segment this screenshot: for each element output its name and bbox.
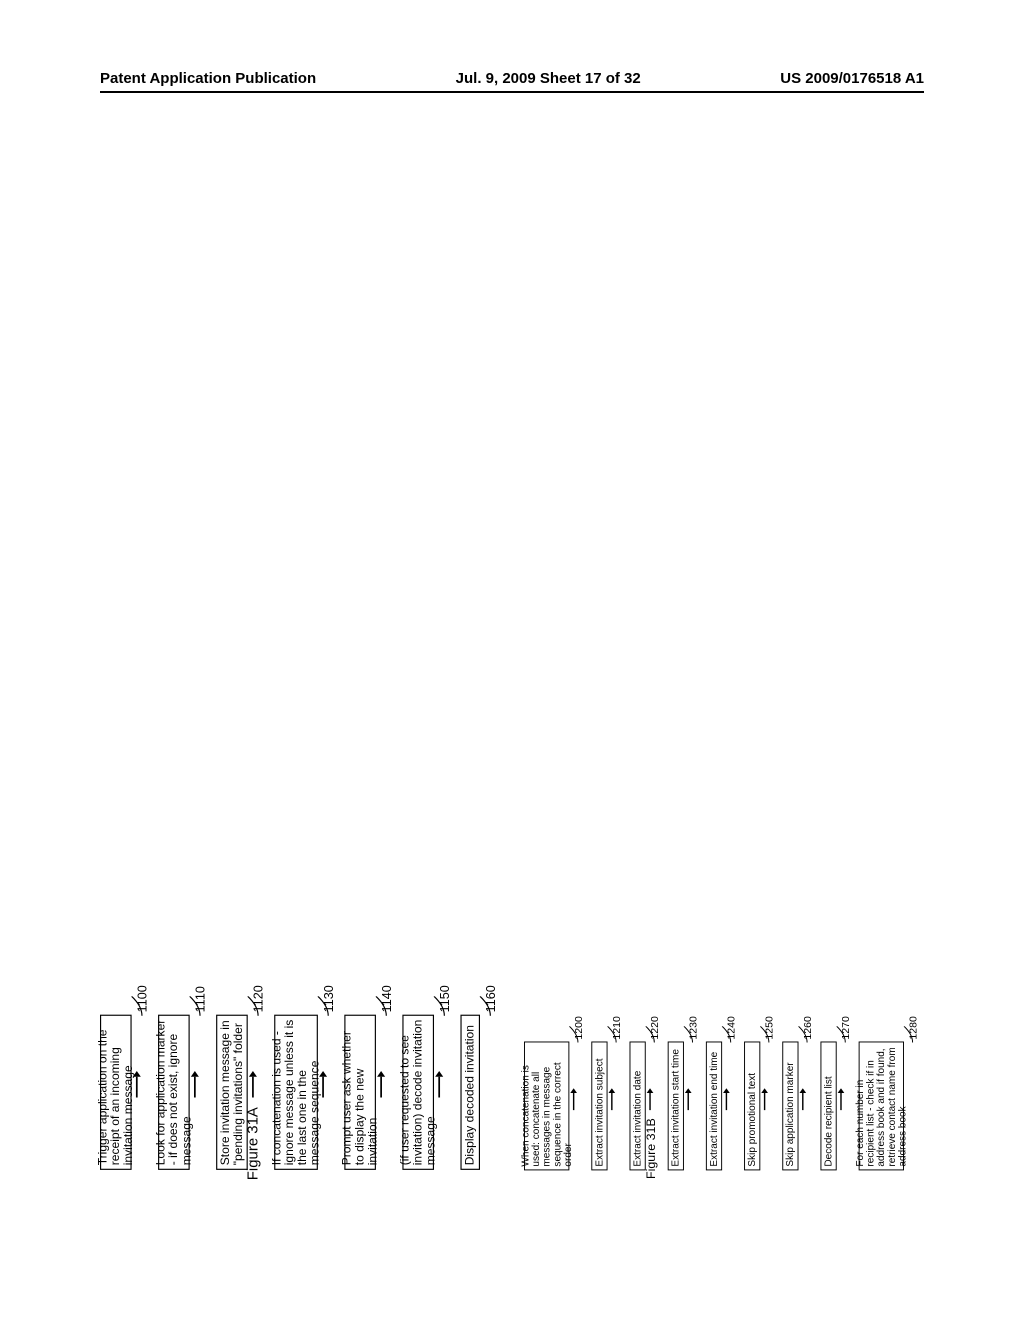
flow-arrow <box>569 1088 578 1110</box>
ref-number: 1270 <box>840 1016 852 1039</box>
flow-arrow <box>646 1088 655 1110</box>
flow-step: Trigger application on the receipt of an… <box>100 1015 132 1170</box>
flow-arrow <box>837 1088 846 1110</box>
flowchart-31b: When concatenation is used: concatenate … <box>524 693 715 1180</box>
flow-arrow <box>132 1071 142 1097</box>
ref-number: 1220 <box>649 1016 661 1039</box>
ref-number: 1150 <box>437 985 452 1012</box>
flow-step: Skip promotional text <box>744 1041 760 1170</box>
ref-number: 1100 <box>135 985 150 1012</box>
ref-number: 1200 <box>572 1016 584 1039</box>
flow-arrow <box>248 1071 258 1097</box>
flowchart-31a: Trigger application on the receipt of an… <box>100 595 330 1181</box>
flow-step: When concatenation is used: concatenate … <box>524 1041 569 1170</box>
ref-number: 1230 <box>687 1016 699 1039</box>
flow-arrow <box>434 1071 444 1097</box>
flow-step: (if user requested to see invitation) de… <box>402 1015 434 1170</box>
flow-step: Prompt user ask whether to display the n… <box>344 1015 376 1170</box>
ref-number: 1120 <box>251 985 266 1012</box>
flow-step: For each number in recipient list - chec… <box>859 1041 904 1170</box>
flow-arrow <box>722 1088 731 1110</box>
ref-number: 1250 <box>763 1016 775 1039</box>
ref-number: 1110 <box>193 986 208 1012</box>
ref-number: 1140 <box>379 985 394 1012</box>
flow-step: Skip application marker <box>782 1041 798 1170</box>
flow-step: Decode recipient list <box>820 1041 836 1170</box>
flow-arrow <box>190 1071 200 1097</box>
ref-number: 1160 <box>483 985 498 1012</box>
ref-number: 1260 <box>801 1016 813 1039</box>
flow-arrow <box>318 1071 328 1097</box>
diagram-canvas: Trigger application on the receipt of an… <box>100 170 924 1190</box>
flow-step: Look for application marker - if does no… <box>158 1015 190 1170</box>
flow-arrow <box>798 1088 807 1110</box>
ref-number: 1130 <box>321 985 336 1012</box>
flow-step: Display decoded invitation <box>460 1015 480 1170</box>
flow-step: Extract invitation subject <box>591 1041 607 1170</box>
header-center: Jul. 9, 2009 Sheet 17 of 32 <box>456 70 641 87</box>
page-header: Patent Application Publication Jul. 9, 2… <box>100 70 924 93</box>
header-right: US 2009/0176518 A1 <box>780 70 924 87</box>
flow-step: Extract invitation end time <box>706 1041 722 1170</box>
header-left: Patent Application Publication <box>100 70 316 87</box>
figure-label: Figure 31A <box>244 1107 262 1180</box>
figure-label: Figure 31B <box>643 1118 658 1179</box>
ref-number: 1240 <box>725 1016 737 1039</box>
ref-number: 1280 <box>907 1016 919 1039</box>
flow-arrow <box>376 1071 386 1097</box>
flow-arrow <box>760 1088 769 1110</box>
flow-arrow <box>608 1088 617 1110</box>
flow-step: Extract invitation start time <box>668 1041 684 1170</box>
flow-step: If concatenation is used - ignore messag… <box>274 1015 318 1170</box>
ref-number: 1210 <box>610 1016 622 1039</box>
flow-arrow <box>684 1088 693 1110</box>
